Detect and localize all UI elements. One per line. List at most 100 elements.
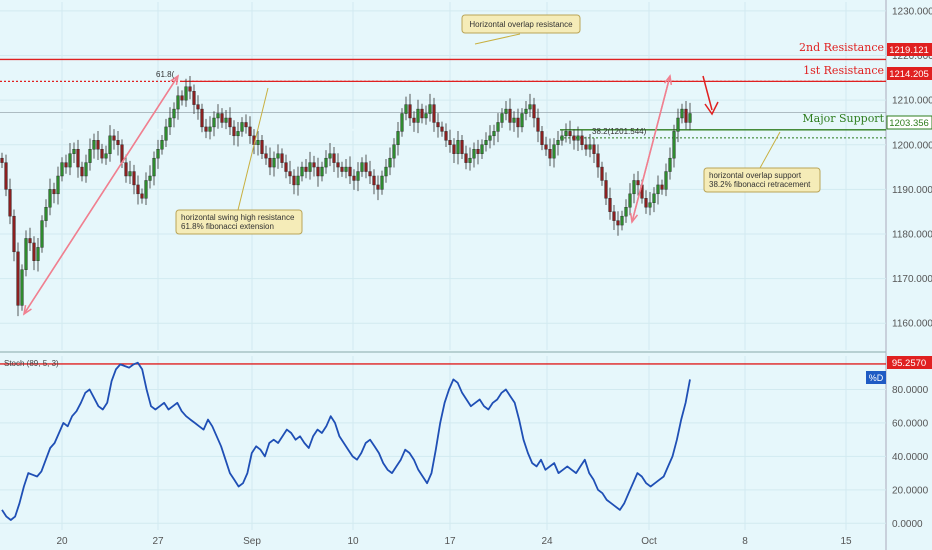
candle-body <box>296 175 300 186</box>
candle-body <box>96 140 100 150</box>
candle-body <box>308 162 312 172</box>
note-overlap-support-line2: 38.2% fibonacci retracement <box>709 180 811 189</box>
candle-body <box>604 180 608 199</box>
candle-body <box>612 211 616 221</box>
fib-extension-arrow-up-head <box>170 74 180 85</box>
stoch-tick-label: 80.0000 <box>892 385 929 396</box>
candle-body <box>40 220 44 248</box>
candle-body <box>68 153 72 168</box>
candle-body <box>32 242 36 261</box>
projection-arrows <box>22 74 719 316</box>
candle-body <box>108 135 112 154</box>
candle-body <box>24 238 28 270</box>
candle-body <box>676 117 680 132</box>
candle-body <box>224 117 228 123</box>
candle-body <box>316 166 320 177</box>
badge-major-support: 1203.356 <box>886 115 932 130</box>
stoch-axis[interactable]: 0.0000 20.0000 40.0000 60.0000 80.0000 <box>892 385 929 530</box>
candle-body <box>456 140 460 154</box>
candle-body <box>148 175 152 181</box>
candle-body <box>592 144 596 154</box>
candle-body <box>360 162 364 172</box>
candle-body <box>264 153 268 159</box>
badge-major-support-value: 1203.356 <box>889 118 929 129</box>
target-arrow-head <box>704 101 719 116</box>
stoch-tick-label: 40.0000 <box>892 452 929 463</box>
candle-body <box>228 117 232 128</box>
time-axis[interactable]: 20 27 Sep 10 17 24 Oct 8 15 <box>56 536 852 547</box>
candle-body <box>528 104 532 110</box>
price-axis[interactable]: 1160.000 1170.000 1180.000 1190.000 1200.000… <box>892 6 932 329</box>
candle-body <box>464 153 468 163</box>
candle-body <box>204 126 208 132</box>
candle-body <box>400 113 404 132</box>
candle-body <box>160 140 164 150</box>
candle-body <box>628 193 632 208</box>
candle-body <box>680 108 684 119</box>
fib-extension-arrow-up <box>23 75 179 315</box>
candle-body <box>364 162 368 172</box>
candle-body <box>524 108 528 114</box>
candle-body <box>564 131 568 137</box>
time-tick-label: 24 <box>541 536 553 547</box>
price-tick-label: 1230.000 <box>892 6 932 17</box>
candle-body <box>236 131 240 137</box>
candle-body <box>536 117 540 132</box>
candle-body <box>328 153 332 159</box>
candle-body <box>444 131 448 141</box>
price-tick-label: 1220.000 <box>892 51 932 62</box>
candle-body <box>504 108 508 114</box>
candle-body <box>184 86 188 101</box>
candle-body <box>332 153 336 163</box>
candle-body <box>320 166 324 177</box>
candle-body <box>36 247 40 261</box>
stoch-tick-label: 60.0000 <box>892 418 929 429</box>
stoch-d-line <box>1 361 691 521</box>
candle-body <box>532 104 536 119</box>
label-fib-extension: 61.8( <box>156 70 175 79</box>
candle-body <box>348 166 352 177</box>
candle-body <box>432 104 436 123</box>
candle-body <box>272 157 276 168</box>
label-fib-retracement: 38.2(1201.544) <box>592 127 647 136</box>
candle-body <box>60 162 64 177</box>
candle-body <box>600 166 604 181</box>
candle-body <box>448 140 452 145</box>
candle-body <box>4 162 8 190</box>
candle-body <box>116 140 120 145</box>
candle-body <box>472 149 476 159</box>
candle-body <box>436 122 440 128</box>
candle-body <box>660 184 664 190</box>
candle-body <box>520 113 524 128</box>
time-tick-label: 27 <box>152 536 164 547</box>
candle-body <box>268 157 272 168</box>
candle-body <box>56 175 60 195</box>
candle-body <box>484 140 488 145</box>
candle-body <box>180 95 184 101</box>
time-tick-label: 20 <box>56 536 68 547</box>
candle-body <box>488 135 492 141</box>
candle-body <box>20 269 24 306</box>
candle-body <box>112 135 116 141</box>
stochastic-series[interactable] <box>1 361 691 521</box>
candle-body <box>596 153 600 168</box>
candlestick-series[interactable] <box>0 76 692 317</box>
candle-body <box>388 157 392 168</box>
candle-body <box>256 140 260 145</box>
candle-body <box>280 153 284 163</box>
candle-body <box>544 144 548 150</box>
candle-body <box>28 238 32 244</box>
candle-body <box>616 220 620 226</box>
badge-2nd-resistance-value: 1219.121 <box>889 45 929 56</box>
candle-body <box>100 149 104 159</box>
note-swing-high-line1: horizontal swing high resistance <box>181 213 295 222</box>
time-tick-label: Sep <box>243 536 261 547</box>
candle-body <box>580 135 584 145</box>
candle-body <box>312 162 316 168</box>
time-tick-label: 8 <box>742 536 748 547</box>
candle-body <box>212 117 216 128</box>
candle-body <box>72 149 76 154</box>
candle-body <box>104 153 108 159</box>
candle-body <box>172 108 176 119</box>
candle-body <box>572 135 576 141</box>
